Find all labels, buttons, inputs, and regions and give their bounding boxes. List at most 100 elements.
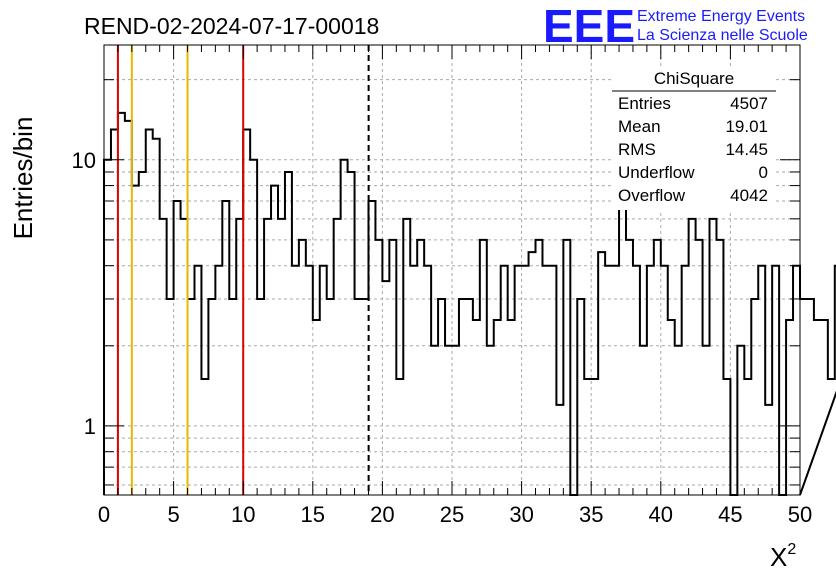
histogram-bin [410,266,417,495]
histogram-bin [257,299,264,495]
eee-logo: EEE Extreme Energy Events La Scienza nel… [543,0,808,52]
y-axis-title: Entries/bin [8,117,38,240]
histogram-bin [716,240,723,495]
histogram-bin [201,379,208,495]
histogram-bin [598,252,605,495]
histogram-bin [278,219,285,495]
histogram-bin [389,240,396,495]
histogram-bin [633,266,640,495]
histogram-bin [243,129,250,495]
x-tick-label: 45 [718,502,742,527]
histogram-bin [118,113,125,495]
histogram-bin [515,266,522,495]
histogram-bin [299,240,306,495]
x-tick-label: 5 [167,502,179,527]
histogram-bin [146,129,153,495]
histogram-bin [431,346,438,495]
histogram-bin [710,219,717,495]
x-tick-labels: 0 5 10 15 20 25 30 35 40 45 50 [98,502,812,527]
histogram-bin [313,320,320,495]
histogram-bin [772,266,779,495]
stats-row-label: Entries [618,94,671,113]
histogram-bin [522,266,529,495]
stats-row-label: RMS [618,140,656,159]
histogram-bin [125,121,132,495]
histogram-bin [208,299,215,495]
x-tick-label: 10 [231,502,255,527]
histogram-bin [668,320,675,495]
x-tick-label: 50 [788,502,812,527]
histogram-bin [459,299,466,495]
stats-row-value: 0 [759,163,768,182]
histogram-bin [188,299,195,495]
histogram-bin [737,346,744,495]
stats-row-value: 19.01 [725,117,768,136]
stats-row-label: Underflow [618,163,695,182]
histogram-bin [640,346,647,495]
histogram-bin [487,346,494,495]
histogram-bin [382,281,389,495]
histogram-bin [396,379,403,495]
stats-row-label: Overflow [618,186,686,205]
x-axis-title: X2 [770,541,796,572]
stats-row-value: 4507 [730,94,768,113]
histogram-bin [584,379,591,495]
histogram-bin [591,379,598,495]
histogram-bin [104,160,111,495]
histogram-bin [508,320,515,495]
histogram-bars [103,111,836,496]
histogram-bin [647,266,654,495]
histogram-bin [661,266,668,495]
histogram-bin [577,299,584,495]
logo-letters: EEE [543,0,635,52]
histogram-bin [194,266,201,495]
x-tick-label: 40 [649,502,673,527]
chart-title: REND-02-2024-07-17-00018 [84,13,379,39]
logo-line-1: Extreme Energy Events [637,8,805,25]
x-tick-label: 30 [509,502,533,527]
stats-rows: Entries 4507 Mean 19.01 RMS 14.45 Underflow 0 Ov… [618,94,768,205]
histogram-bin [132,186,139,495]
histogram-bin [424,266,431,495]
logo-line-2: La Scienza nelle Scuole [637,27,808,44]
histogram-bin [236,219,243,495]
histogram-bin [341,160,348,495]
histogram-bin [563,240,570,495]
histogram-bin [821,320,828,495]
histogram-bin [765,405,772,495]
stats-row-label: Mean [618,117,661,136]
stats-row-value: 4042 [730,186,768,205]
histogram-bin [153,139,160,495]
histogram-bin [375,240,382,495]
histogram-bin [480,240,487,495]
histogram-bin [355,299,362,495]
histogram-bin [556,405,563,495]
x-axis-title-base: X [770,542,787,572]
histogram-bin [814,320,821,495]
stats-box: ChiSquare Entries 4507 Mean 19.01 RMS 14.45 Un… [612,67,776,210]
x-tick-label: 15 [301,502,325,527]
histogram-bin [682,266,689,495]
histogram-bin [271,186,278,495]
histogram-bin [800,299,807,495]
histogram-bin [501,266,508,495]
histogram-bin [403,219,410,495]
y-tick-label: 1 [84,414,96,439]
x-tick-label: 35 [579,502,603,527]
histogram-bin [536,240,543,495]
histogram-bin [452,346,459,495]
axis-ticks [103,45,801,495]
histogram-bin [466,299,473,495]
histogram-bin [306,266,313,495]
histogram-bin [549,266,556,495]
histogram-bin [605,266,612,495]
stats-box-name: ChiSquare [654,69,734,88]
histogram-bin [744,379,751,495]
histogram-bin [174,201,181,495]
histogram-bin [139,172,146,495]
histogram-bin [612,266,619,495]
histogram-bin [438,299,445,495]
histogram-outline [103,111,836,496]
histogram-bin [619,172,626,495]
